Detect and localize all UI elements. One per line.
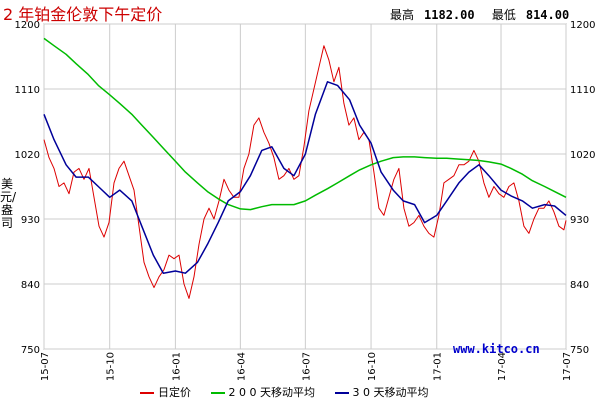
legend-swatch-ma200 xyxy=(210,392,225,394)
y-tick-label-left: 750 xyxy=(21,345,40,356)
x-tick-label: 15-10 xyxy=(106,352,117,381)
series-line-ma30 xyxy=(43,81,567,274)
legend-item-daily: 日定价 xyxy=(140,384,191,400)
x-tick-label: 17-01 xyxy=(433,352,444,381)
low-value: 814.00 xyxy=(525,8,570,22)
high-low-readout: 最高 1182.00 最低 814.00 xyxy=(390,6,569,23)
x-tick-label: 16-07 xyxy=(301,352,312,381)
legend: 日定价 2 0 0 天移动平均 3 0 天移动平均 xyxy=(140,384,445,400)
x-tick-label: 16-04 xyxy=(236,352,247,381)
y-ticks-left: 750 840 930 1020 1110 1200 xyxy=(15,20,40,356)
legend-swatch-ma30 xyxy=(334,392,349,394)
series-layer xyxy=(43,37,567,299)
y-tick-label-right: 840 xyxy=(570,280,589,291)
legend-label-ma30: 3 0 天移动平均 xyxy=(352,386,429,399)
series-line-daily xyxy=(43,45,567,299)
x-tick-label: 17-04 xyxy=(497,352,508,381)
legend-label-daily: 日定价 xyxy=(158,386,191,399)
series-line-ma200 xyxy=(43,37,567,211)
grid-lines xyxy=(43,23,567,350)
y-tick-label-left: 1200 xyxy=(15,20,40,31)
y-tick-label-left: 1110 xyxy=(15,85,40,96)
x-ticks: 15-07 15-10 16-01 16-04 16-07 16-10 17-01 17-04… xyxy=(40,352,573,381)
legend-item-ma200: 2 0 0 天移动平均 xyxy=(210,384,316,400)
y-ticks-right: 750 840 930 1020 1110 1200 xyxy=(570,20,595,356)
y-axis-label: 美元/盎司 xyxy=(0,177,17,230)
x-tick-label: 17-07 xyxy=(562,352,573,381)
y-tick-label-left: 1020 xyxy=(15,150,40,161)
high-label: 最高 xyxy=(390,8,415,22)
low-label: 最低 xyxy=(491,8,516,22)
y-tick-label-left: 840 xyxy=(21,280,40,291)
high-value: 1182.00 xyxy=(424,8,475,22)
y-tick-label-left: 930 xyxy=(21,215,40,226)
legend-label-ma200: 2 0 0 天移动平均 xyxy=(228,386,316,399)
x-tick-label: 16-01 xyxy=(171,352,182,381)
legend-swatch-daily xyxy=(140,392,154,394)
y-tick-label-right: 1020 xyxy=(570,150,595,161)
y-tick-label-right: 750 xyxy=(570,345,589,356)
watermark-text: www.kitco.cn xyxy=(453,342,540,356)
chart-title: 2 年铂金伦敦下午定价 xyxy=(3,5,163,24)
y-tick-label-right: 1110 xyxy=(570,85,595,96)
legend-item-ma30: 3 0 天移动平均 xyxy=(334,384,429,400)
y-tick-label-right: 1200 xyxy=(570,20,595,31)
y-tick-label-right: 930 xyxy=(570,215,589,226)
x-tick-label: 16-10 xyxy=(367,352,378,381)
x-tick-label: 15-07 xyxy=(40,352,51,381)
